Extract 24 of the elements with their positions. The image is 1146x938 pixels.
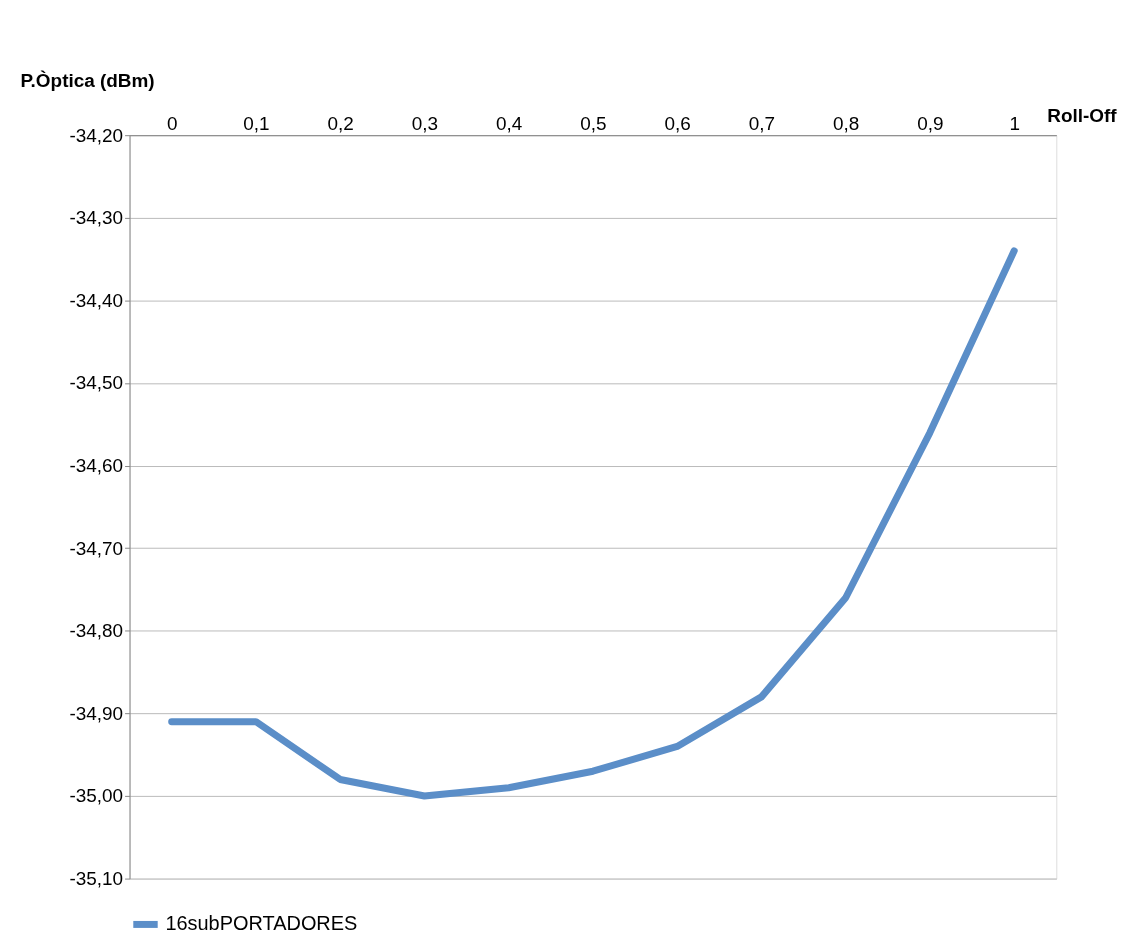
y-tick-label: -34,70 <box>69 537 124 559</box>
y-tick-label: -34,20 <box>69 124 124 146</box>
x-tick-label: 0,8 <box>833 112 860 134</box>
x-tick-label: 0,7 <box>748 112 776 134</box>
y-tick-label: -34,50 <box>69 372 124 394</box>
x-tick-label: 1 <box>1009 112 1020 134</box>
y-tick-label: -34,40 <box>69 289 124 311</box>
y-tick-label: -34,30 <box>69 207 124 229</box>
legend-label: 16subPORTADORES <box>165 912 358 935</box>
x-tick-label: 0,4 <box>496 112 523 134</box>
x-tick-label: 0,1 <box>243 112 270 134</box>
y-tick-label: -35,00 <box>69 785 124 807</box>
y-tick-label: -34,90 <box>69 702 124 724</box>
x-tick-label: 0 <box>166 112 178 134</box>
x-tick-label: 0,5 <box>580 112 607 134</box>
y-tick-label: -34,60 <box>69 455 124 477</box>
x-tick-label: 0,3 <box>411 112 439 134</box>
x-tick-label: 0,2 <box>327 112 354 134</box>
y-tick-label: -34,80 <box>69 620 124 642</box>
x-tick-label: 0,6 <box>664 112 691 134</box>
x-axis-title: Roll-Off <box>1047 104 1118 126</box>
x-tick-label: 0,9 <box>917 112 944 134</box>
y-tick-label: -35,10 <box>69 868 124 890</box>
y-axis-title: P.Òptica (dBm) <box>20 69 155 91</box>
